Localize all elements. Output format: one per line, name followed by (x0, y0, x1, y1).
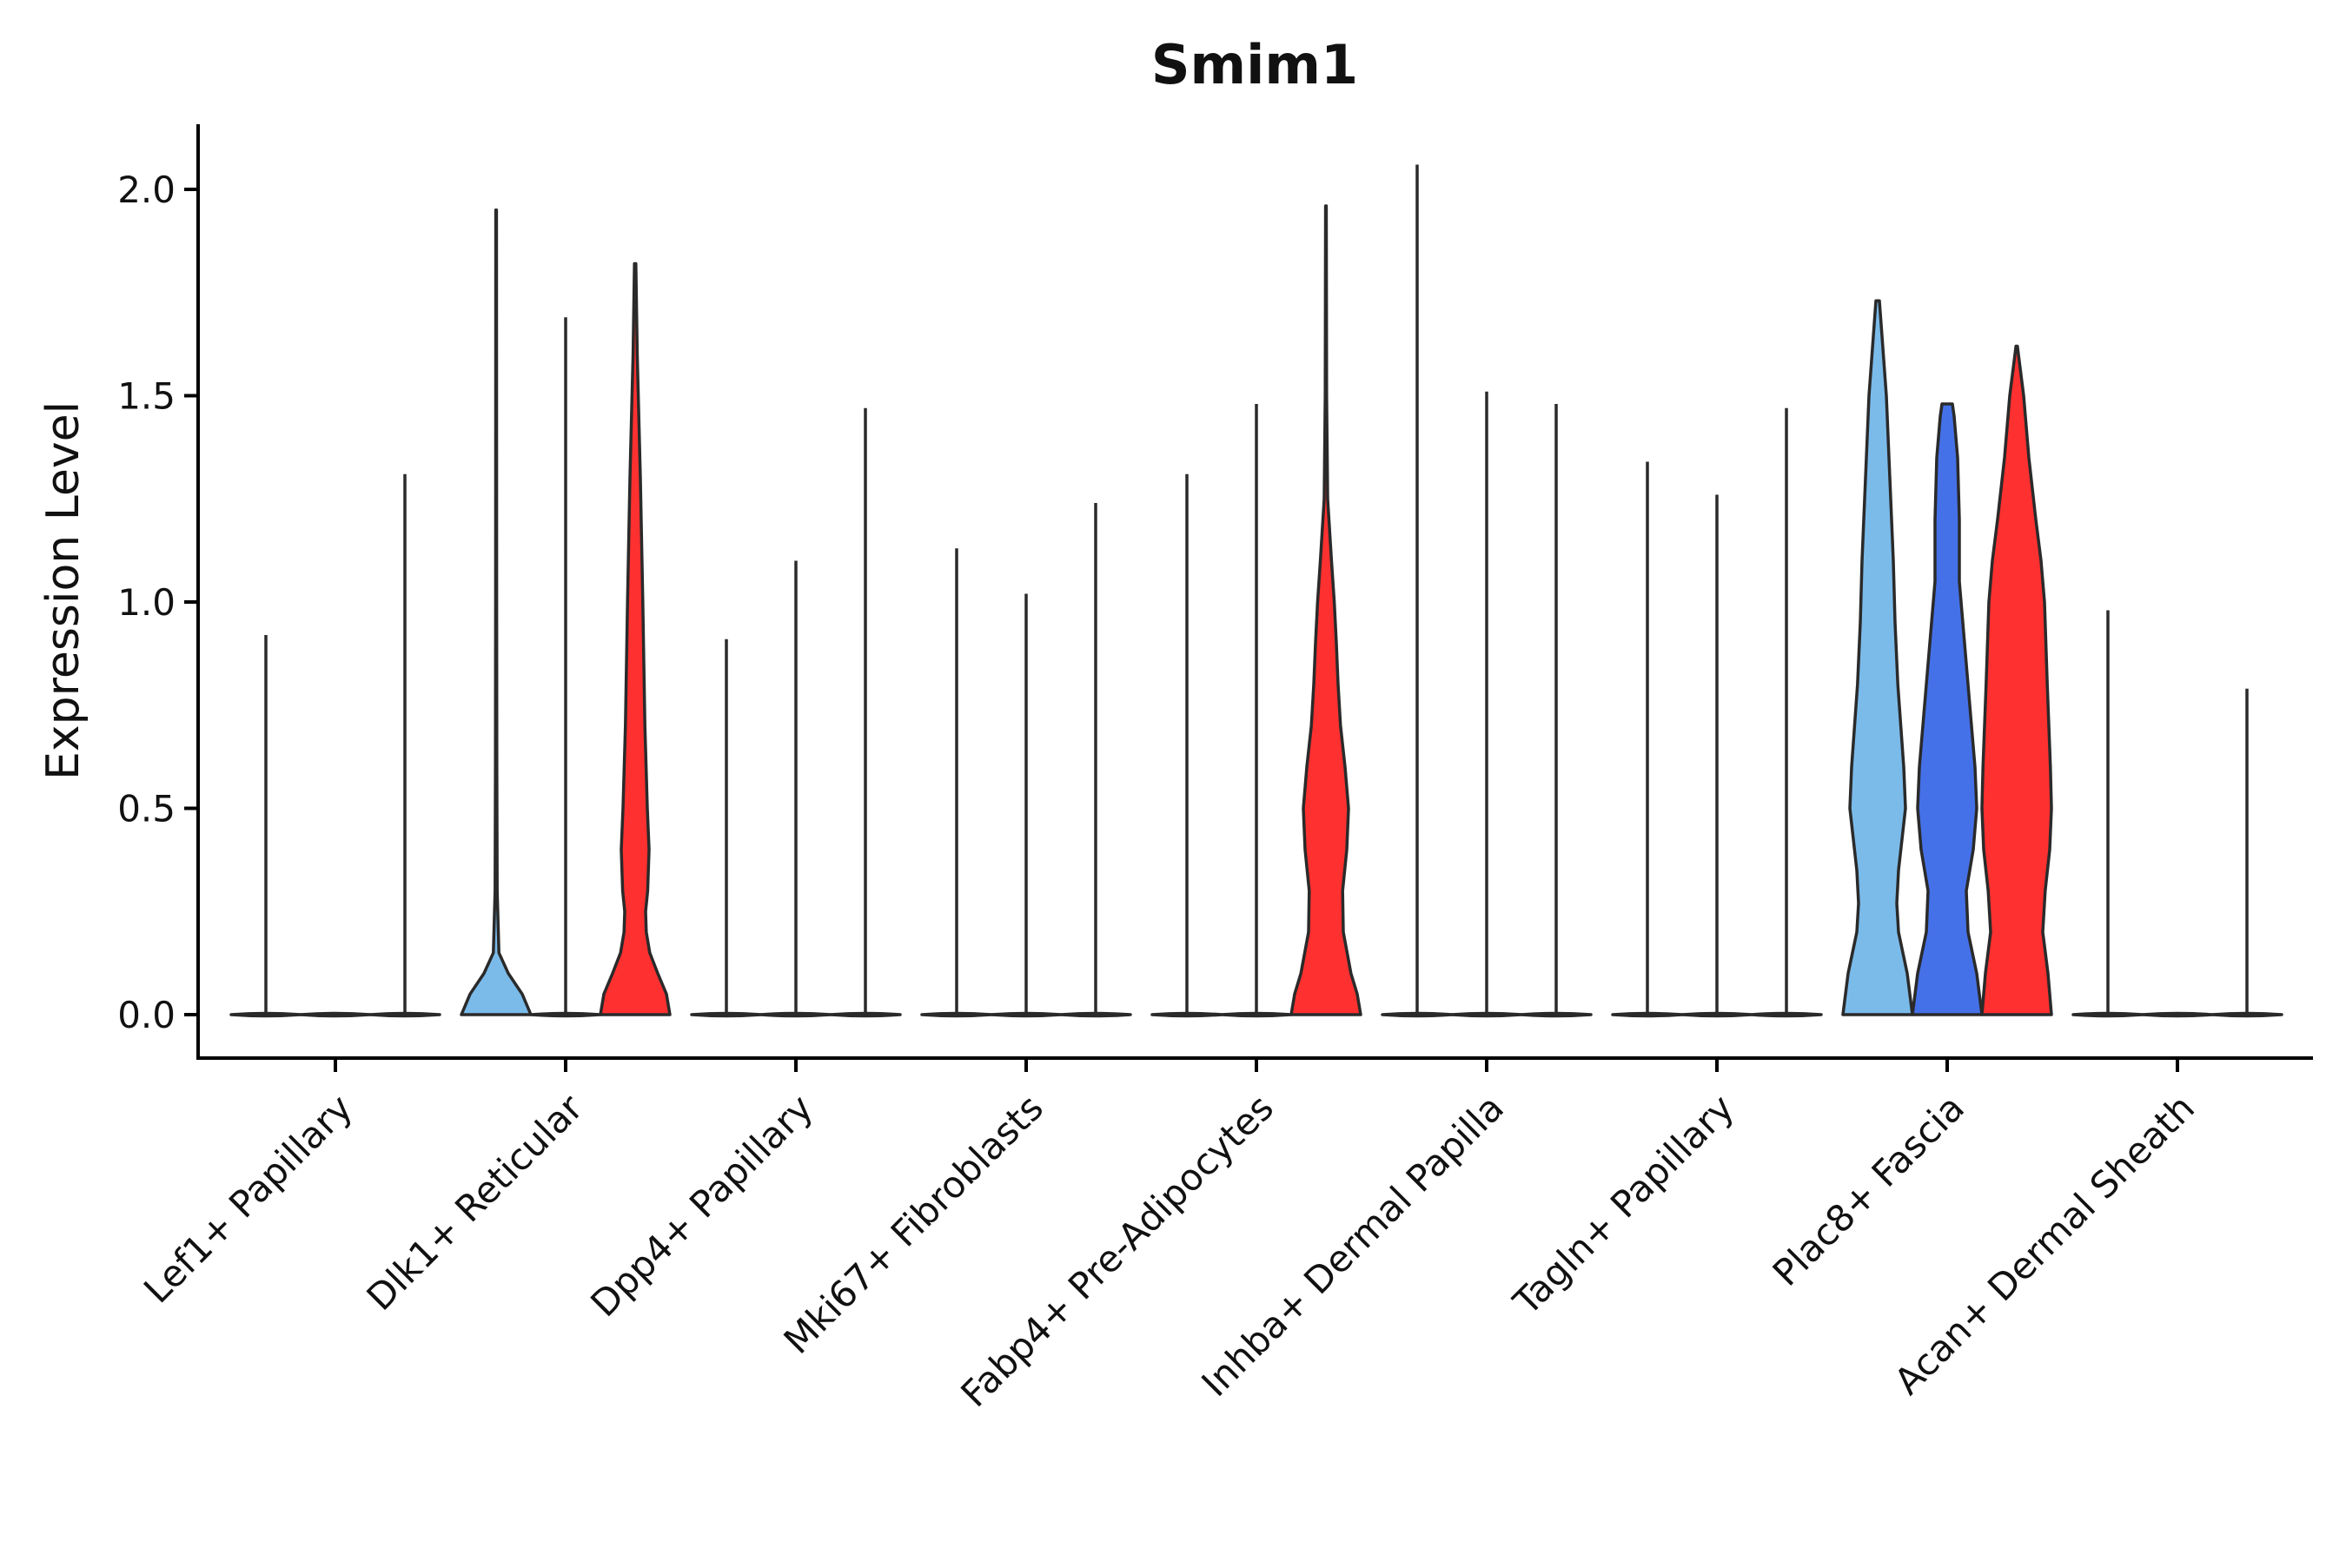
y-tick-label: 0.0 (117, 994, 176, 1036)
violin-1-2 (599, 261, 672, 1016)
violin-4-2 (1289, 204, 1362, 1016)
x-tick-label: Dlk1+ Reticular (359, 1086, 592, 1319)
x-tick-label: Mki67+ Fibroblasts (776, 1086, 1051, 1361)
x-tick-label: Lef1+ Papillary (136, 1086, 361, 1311)
violin-8-1 (2141, 1011, 2214, 1018)
violin-7-1 (1911, 402, 1984, 1016)
y-axis-label: Expression Level (37, 401, 89, 780)
x-tick-label: Tagln+ Papillary (1505, 1086, 1742, 1323)
y-tick-label: 2.0 (117, 169, 176, 211)
x-tick-label: Dpp4+ Papillary (582, 1086, 821, 1325)
y-tick-label: 0.5 (117, 788, 176, 830)
violin-1-0 (460, 208, 533, 1016)
y-tick-label: 1.5 (117, 375, 176, 418)
chart-title: Smim1 (1151, 33, 1358, 96)
y-ticks: 0.0 0.5 1.0 1.5 2.0 (117, 169, 198, 1036)
violin-7-2 (1980, 344, 2053, 1016)
violins-layer (229, 164, 2283, 1018)
violin-0-1 (299, 1011, 372, 1018)
y-tick-label: 1.0 (117, 581, 176, 624)
violin-7-0 (1841, 299, 1914, 1016)
x-tick-label: Plac8+ Fascia (1765, 1086, 1972, 1293)
